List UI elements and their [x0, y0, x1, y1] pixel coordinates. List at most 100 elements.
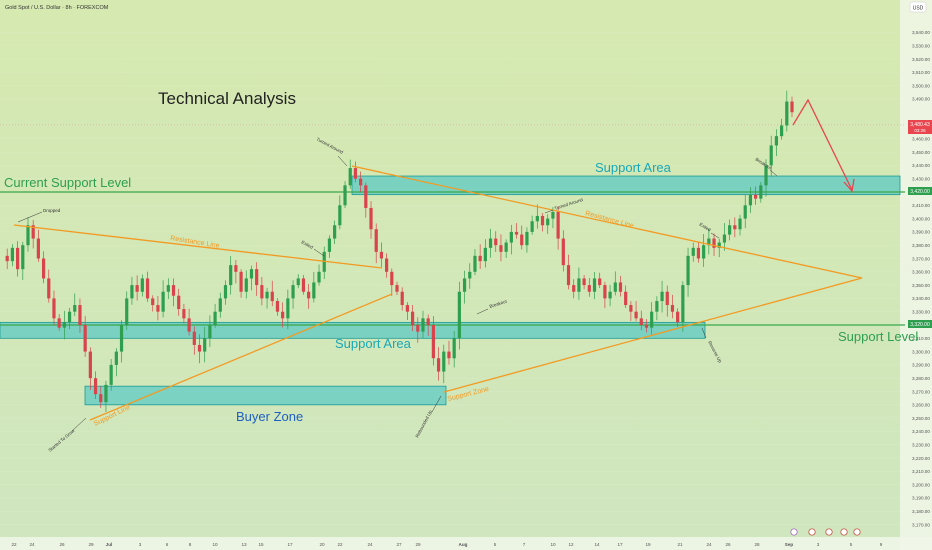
- candle-body: [416, 325, 420, 332]
- time-tick-label: 10: [550, 542, 556, 547]
- price-tick-label: 3,380.00: [912, 243, 930, 248]
- price-tick-label: 3,330.00: [912, 310, 930, 315]
- candle-body: [140, 278, 144, 292]
- price-tick-label: 3,440.00: [912, 163, 930, 168]
- time-tick-label: 26: [59, 542, 65, 547]
- time-tick-label: 20: [319, 542, 325, 547]
- price-tick-label: 3,390.00: [912, 230, 930, 235]
- candle-body: [670, 305, 675, 312]
- time-tick-label: 24: [706, 542, 712, 547]
- candle-body: [93, 378, 98, 395]
- time-tick-label: 6: [166, 542, 169, 547]
- event-icon-2[interactable]: [808, 528, 816, 536]
- price-tick-label: 3,230.00: [912, 443, 930, 448]
- candle-body: [130, 285, 134, 299]
- candle-body: [385, 258, 389, 272]
- candle-body: [733, 225, 737, 230]
- current-price-label: 3,480.43: [910, 122, 930, 128]
- event-icons[interactable]: [790, 528, 861, 536]
- current-support-level-label: Current Support Level: [4, 175, 131, 190]
- support-area-bottom-label: Support Area: [335, 336, 412, 351]
- candle-body: [67, 311, 72, 323]
- candle-body: [41, 258, 46, 279]
- candle-body: [52, 298, 56, 319]
- candle-body: [603, 285, 607, 299]
- candle-body: [504, 242, 508, 252]
- event-icon-4[interactable]: [840, 528, 848, 536]
- candle-body: [239, 271, 243, 292]
- time-tick-label: 22: [11, 542, 17, 547]
- candle-body: [462, 278, 467, 292]
- time-tick-label: 7: [523, 542, 526, 547]
- candle-body: [223, 285, 228, 299]
- candle-body: [265, 291, 269, 299]
- candle-body: [769, 145, 773, 166]
- price-tick-label: 3,300.00: [912, 349, 930, 354]
- breakout-mid-label: Breakout: [489, 298, 508, 309]
- candle-body: [743, 205, 747, 219]
- event-icon-3[interactable]: [825, 528, 833, 536]
- time-tick-label: 24: [367, 542, 373, 547]
- candle-body: [525, 231, 529, 246]
- candle-body: [665, 291, 669, 306]
- event-icon-5[interactable]: [853, 528, 861, 536]
- candle-body: [281, 311, 285, 319]
- price-tick-label: 3,450.00: [912, 150, 930, 155]
- price-tick-label: 3,490.00: [912, 97, 930, 102]
- candle-body: [57, 318, 61, 328]
- candle-body: [598, 278, 602, 286]
- candle-body: [473, 255, 477, 272]
- candle-body: [400, 291, 404, 306]
- price-tick-label: 3,260.00: [912, 403, 930, 408]
- candle-body: [790, 101, 794, 113]
- candle-body: [634, 311, 638, 319]
- candle-body: [312, 282, 316, 299]
- candle-body: [457, 291, 461, 339]
- candle-body: [343, 185, 347, 206]
- time-tick-label: 15: [258, 542, 264, 547]
- reverse-up-arrow: [701, 327, 707, 339]
- price-tick-label: 3,500.00: [912, 83, 930, 88]
- price-tick-label: 3,460.00: [912, 137, 930, 142]
- price-tick-label: 3,280.00: [912, 376, 930, 381]
- candle-body: [572, 285, 576, 292]
- candle-body: [447, 351, 451, 359]
- candle-body: [301, 278, 306, 292]
- event-icon-1[interactable]: [790, 528, 798, 536]
- candle-body: [468, 271, 472, 279]
- time-tick-label: 3: [817, 542, 820, 547]
- exited-right-label: Exited: [698, 222, 712, 233]
- price-tick-label: 3,250.00: [912, 416, 930, 421]
- candle-body: [655, 301, 659, 312]
- time-axis[interactable]: 22 24 26 29 Jul 3 6 8 10 13 15 17 20 22 24 27 29 Aug 5 7 10 1…: [11, 542, 882, 547]
- candle-body: [722, 234, 727, 243]
- time-tick-label: Jul: [106, 542, 113, 547]
- level-upper-tag: [908, 187, 932, 195]
- candle-body: [244, 278, 248, 292]
- candle-body: [436, 358, 441, 372]
- price-axis[interactable]: 3,170.00 3,180.00 3,190.00 3,200.00 3,210.00…: [912, 30, 930, 527]
- candle-body: [125, 298, 129, 325]
- price-tick-label: 3,210.00: [912, 469, 930, 474]
- breakout-right-arrow: [769, 169, 778, 177]
- candle-body: [114, 351, 118, 365]
- candle-body: [410, 311, 415, 325]
- candle-body: [644, 325, 649, 328]
- projection-path: [792, 98, 853, 191]
- candle-body: [379, 251, 384, 259]
- candle-body: [192, 331, 196, 345]
- currency-badge-box[interactable]: [909, 1, 927, 13]
- candle-body: [374, 229, 378, 252]
- projection: [792, 98, 855, 193]
- time-tick-label: 14: [594, 542, 600, 547]
- candle-body: [275, 301, 280, 312]
- dropped-arrow: [17, 211, 43, 223]
- time-tick-label: 24: [29, 542, 35, 547]
- candle-body: [213, 311, 217, 325]
- candle-body: [587, 285, 591, 292]
- candle-body: [546, 218, 550, 226]
- buyer-zone-label: Buyer Zone: [236, 409, 303, 424]
- price-tick-label: 3,520.00: [912, 57, 930, 62]
